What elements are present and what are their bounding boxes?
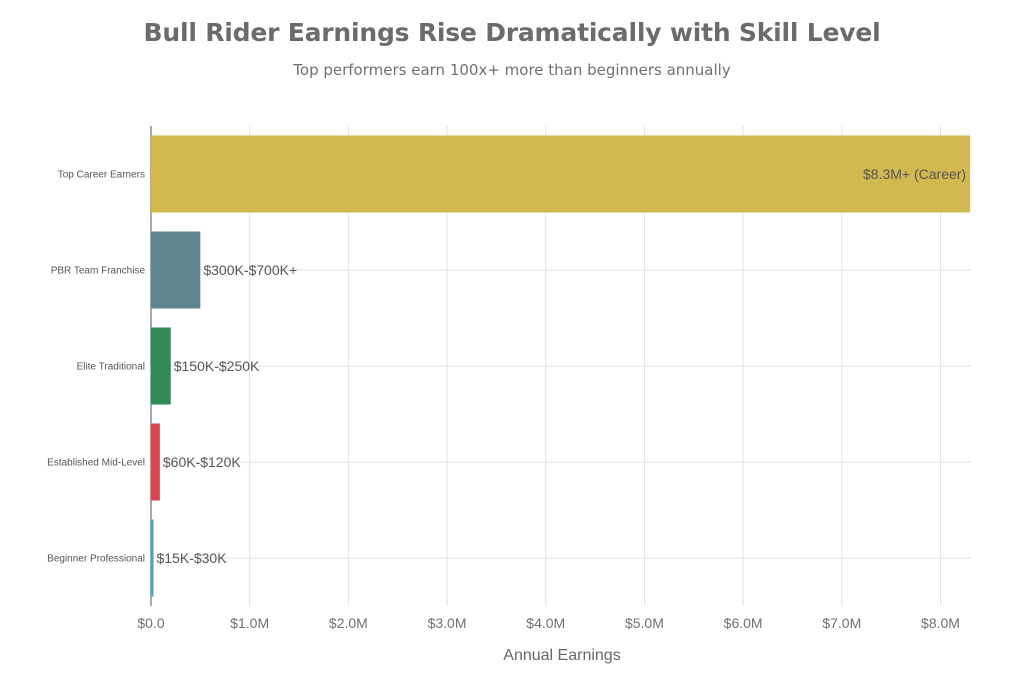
data-label: $150K-$250K bbox=[174, 358, 260, 374]
x-axis-title: Annual Earnings bbox=[503, 647, 620, 664]
x-tick-label: $8.0M bbox=[921, 615, 960, 631]
category-label: Beginner Professional bbox=[47, 554, 145, 565]
x-tick-label: $2.0M bbox=[329, 615, 368, 631]
category-label: PBR Team Franchise bbox=[51, 266, 146, 277]
x-tick-label: $6.0M bbox=[724, 615, 763, 631]
category-label: Top Career Earners bbox=[58, 170, 145, 181]
x-tick-label: $0.0 bbox=[137, 615, 164, 631]
data-label: $15K-$30K bbox=[157, 550, 228, 566]
bar bbox=[151, 519, 154, 597]
category-label: Elite Traditional bbox=[77, 362, 145, 373]
category-label: Established Mid-Level bbox=[47, 458, 145, 469]
bar bbox=[151, 327, 171, 405]
data-label: $300K-$700K+ bbox=[203, 262, 297, 278]
labels: $0.0 $1.0M $2.0M $3.0M $4.0M $5.0M $6.0M $7.0M $… bbox=[47, 166, 966, 631]
data-label: $8.3M+ (Career) bbox=[863, 166, 966, 182]
x-tick-label: $3.0M bbox=[428, 615, 467, 631]
x-tick-label: $7.0M bbox=[822, 615, 861, 631]
data-label: $60K-$120K bbox=[163, 454, 242, 470]
bars bbox=[151, 135, 971, 597]
bar bbox=[151, 423, 160, 501]
bar bbox=[151, 135, 971, 213]
x-tick-label: $5.0M bbox=[625, 615, 664, 631]
chart-subtitle: Top performers earn 100x+ more than begi… bbox=[293, 61, 731, 79]
bar bbox=[151, 231, 201, 309]
x-tick-label: $4.0M bbox=[526, 615, 565, 631]
x-tick-label: $1.0M bbox=[230, 615, 269, 631]
chart-title: Bull Rider Earnings Rise Dramatically wi… bbox=[143, 18, 881, 47]
